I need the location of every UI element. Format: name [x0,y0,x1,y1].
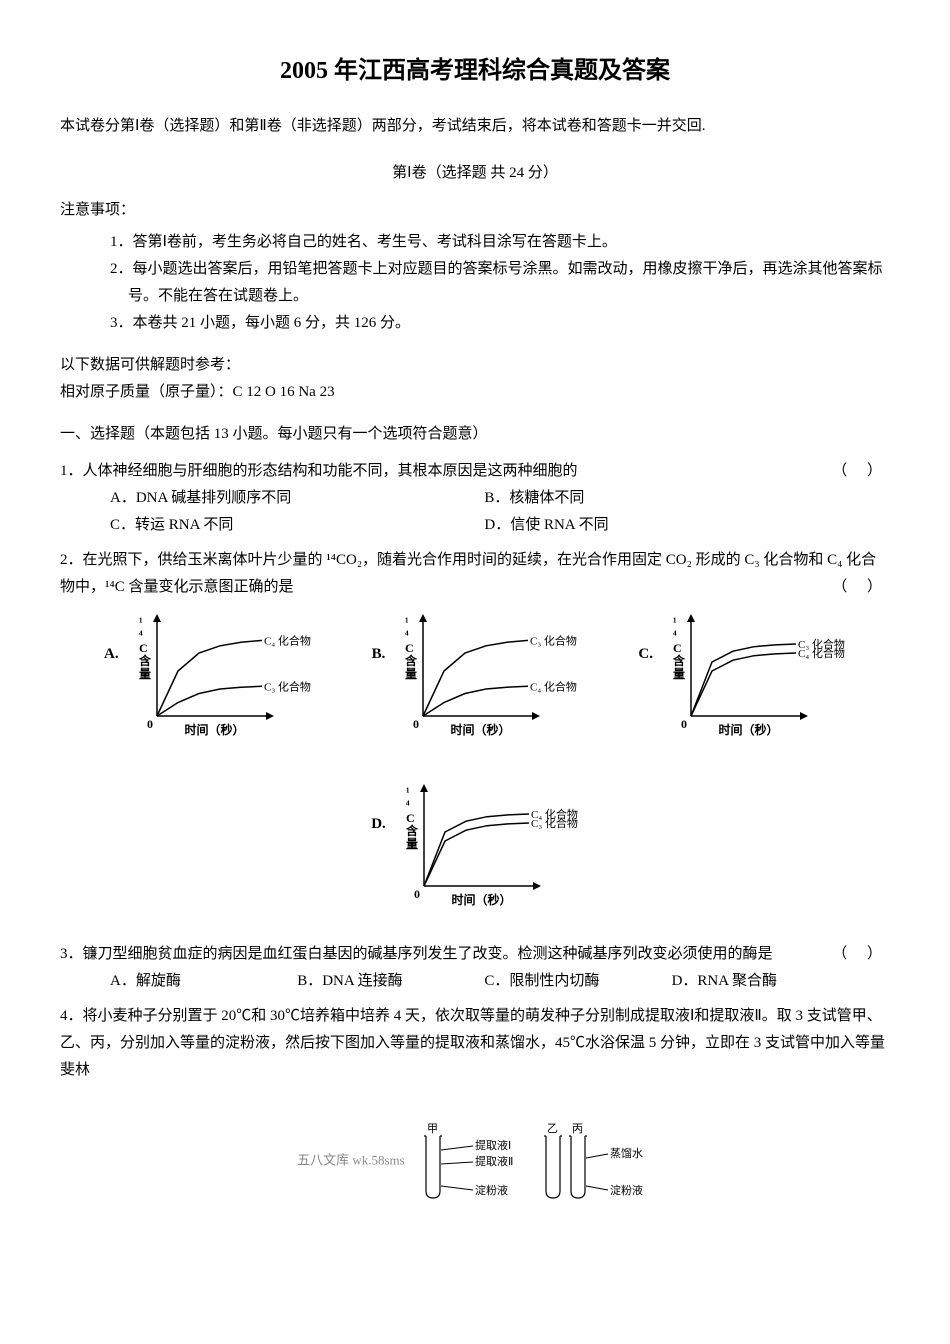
svg-text:⁴: ⁴ [406,798,410,812]
svg-text:C₄ 化合物: C₄ 化合物 [264,634,311,648]
notice-list: 1．答第Ⅰ卷前，考生务必将自己的姓名、考生号、考试科目涂写在答题卡上。 2．每小… [60,229,890,337]
svg-text:C₃ 化合物: C₃ 化合物 [531,816,578,830]
svg-text:含: 含 [405,653,418,668]
svg-text:¹: ¹ [673,615,677,629]
q3-opt-d: D．RNA 聚合酶 [672,968,859,995]
svg-text:时间（秒）: 时间（秒） [451,722,511,737]
chart-c-svg: 0¹⁴C含量时间（秒）C₃ 化合物C₄ 化合物 [661,611,846,741]
svg-text:C: C [139,641,148,655]
svg-text:0: 0 [414,887,420,901]
svg-text:⁴: ⁴ [673,628,677,642]
svg-text:C: C [405,641,414,655]
svg-text:¹: ¹ [405,615,409,629]
data-info: 以下数据可供解题时参考： 相对原子质量（原子量）：C 12 O 16 Na 23 [60,352,890,406]
svg-text:含: 含 [139,653,152,668]
svg-text:¹: ¹ [406,785,410,799]
svg-text:⁴: ⁴ [405,628,409,642]
chart-a-svg: 0 ¹⁴C含量时间（秒） C₄ 化合物 C₃ 化合物 [127,611,312,741]
svg-text:提取液Ⅱ: 提取液Ⅱ [475,1154,513,1168]
svg-text:⁴: ⁴ [139,628,143,642]
chart-label-a: A. [104,641,119,668]
mc-heading: 一、选择题（本题包括 13 小题。每小题只有一个选项符合题意） [60,421,890,448]
notice-heading: 注意事项： [60,197,890,224]
q3-opt-b: B．DNA 连接酶 [297,968,484,995]
answer-bracket: （ ） [832,574,890,601]
svg-text:时间（秒）: 时间（秒） [718,722,778,737]
svg-text:蒸馏水: 蒸馏水 [610,1146,643,1160]
svg-text:0: 0 [413,717,419,731]
svg-text:¹: ¹ [139,615,143,629]
chart-a: A. 0 ¹⁴C含量时间（秒） C₄ 化合物 C₃ 化合物 [104,611,312,741]
svg-text:C: C [406,811,415,825]
q1-opt-d: D．信使 RNA 不同 [484,512,858,539]
svg-text:C₃ 化合物: C₃ 化合物 [264,679,311,693]
q3-opt-c: C．限制性内切酶 [484,968,671,995]
svg-text:C₄ 化合物: C₄ 化合物 [530,679,577,693]
svg-text:0: 0 [681,717,687,731]
data-heading: 以下数据可供解题时参考： [60,352,890,379]
svg-text:含: 含 [406,823,419,838]
svg-text:量: 量 [406,837,418,851]
svg-text:0: 0 [147,717,153,731]
page-title: 2005 年江西高考理科综合真题及答案 [60,50,890,93]
svg-text:C: C [673,641,682,655]
chart-b: B. 0 ¹⁴C含量时间（秒） C₃ 化合物 C₄ 化合物 [372,611,579,741]
chart-label-c: C. [638,641,653,668]
q1-text: 1．人体神经细胞与肝细胞的形态结构和功能不同，其根本原因是这两种细胞的 [60,463,578,479]
svg-text:乙: 乙 [547,1122,558,1135]
svg-text:甲: 甲 [427,1123,438,1135]
notice-item: 1．答第Ⅰ卷前，考生务必将自己的姓名、考生号、考试科目涂写在答题卡上。 [110,229,890,256]
question-2: 2．在光照下，供给玉米离体叶片少量的 ¹⁴CO₂，随着光合作用时间的延续，在光合… [60,547,890,911]
answer-bracket: （ ） [832,458,890,485]
page-footer: 五八文库 wk.58sms 甲 乙 丙提取液Ⅰ 提取液Ⅱ 淀粉液 蒸馏水淀粉液 [60,1114,890,1209]
svg-text:淀粉液: 淀粉液 [475,1183,508,1197]
notice-item: 3．本卷共 21 小题，每小题 6 分，共 126 分。 [110,310,890,337]
q1-opt-a: A．DNA 碱基排列顺序不同 [110,485,484,512]
svg-text:C₄ 化合物: C₄ 化合物 [798,646,845,660]
svg-text:量: 量 [673,667,685,681]
svg-text:时间（秒）: 时间（秒） [184,722,244,737]
notice-item: 2．每小题选出答案后，用铅笔把答题卡上对应题目的答案标号涂黑。如需改动，用橡皮擦… [110,256,890,310]
footer-text: 五八文库 wk.58sms [297,1153,405,1168]
svg-text:C₃ 化合物: C₃ 化合物 [530,634,577,648]
q1-opt-c: C．转运 RNA 不同 [110,512,484,539]
svg-text:量: 量 [139,667,151,681]
chart-label-d: D. [371,811,386,838]
q3-opt-a: A．解旋酶 [110,968,297,995]
svg-text:量: 量 [405,667,417,681]
data-atomic: 相对原子质量（原子量）：C 12 O 16 Na 23 [60,379,890,406]
svg-text:时间（秒）: 时间（秒） [451,892,511,907]
question-3: 3．镰刀型细胞贫血症的病因是血红蛋白基因的碱基序列发生了改变。检测这种碱基序列改… [60,941,890,995]
chart-d-svg: 0¹⁴C含量时间（秒）C₄ 化合物C₃ 化合物 [394,781,579,911]
chart-b-svg: 0 ¹⁴C含量时间（秒） C₃ 化合物 C₄ 化合物 [393,611,578,741]
question-1: 1．人体神经细胞与肝细胞的形态结构和功能不同，其根本原因是这两种细胞的 （ ） … [60,458,890,539]
section1-title: 第Ⅰ卷（选择题 共 24 分） [60,160,890,187]
svg-text:淀粉液: 淀粉液 [610,1183,643,1197]
svg-text:提取液Ⅰ: 提取液Ⅰ [475,1138,511,1152]
svg-text:含: 含 [673,653,686,668]
question-4: 4．将小麦种子分别置于 20℃和 30℃培养箱中培养 4 天，依次取等量的萌发种… [60,1003,890,1084]
q3-text: 3．镰刀型细胞贫血症的病因是血红蛋白基因的碱基序列发生了改变。检测这种碱基序列改… [60,946,773,962]
q4-text: 4．将小麦种子分别置于 20℃和 30℃培养箱中培养 4 天，依次取等量的萌发种… [60,1008,885,1078]
intro-text: 本试卷分第Ⅰ卷（选择题）和第Ⅱ卷（非选择题）两部分，考试结束后，将本试卷和答题卡… [60,113,890,140]
chart-label-b: B. [372,641,386,668]
chart-c: C. 0¹⁴C含量时间（秒）C₃ 化合物C₄ 化合物 [638,611,846,741]
q2-text: 2．在光照下，供给玉米离体叶片少量的 ¹⁴CO₂，随着光合作用时间的延续，在光合… [60,552,876,595]
chart-d: D. 0¹⁴C含量时间（秒）C₄ 化合物C₃ 化合物 [371,781,579,911]
answer-bracket: （ ） [832,941,890,968]
q2-charts: A. 0¹⁴C含量时间（秒）C₄ 化合物C₃ 化合物 B. 0¹⁴C含量时间（秒… [60,611,890,911]
svg-text:丙: 丙 [572,1123,583,1135]
tubes-diagram: 甲 乙 丙提取液Ⅰ 提取液Ⅱ 淀粉液 蒸馏水淀粉液 [413,1114,653,1209]
q1-opt-b: B．核糖体不同 [484,485,858,512]
